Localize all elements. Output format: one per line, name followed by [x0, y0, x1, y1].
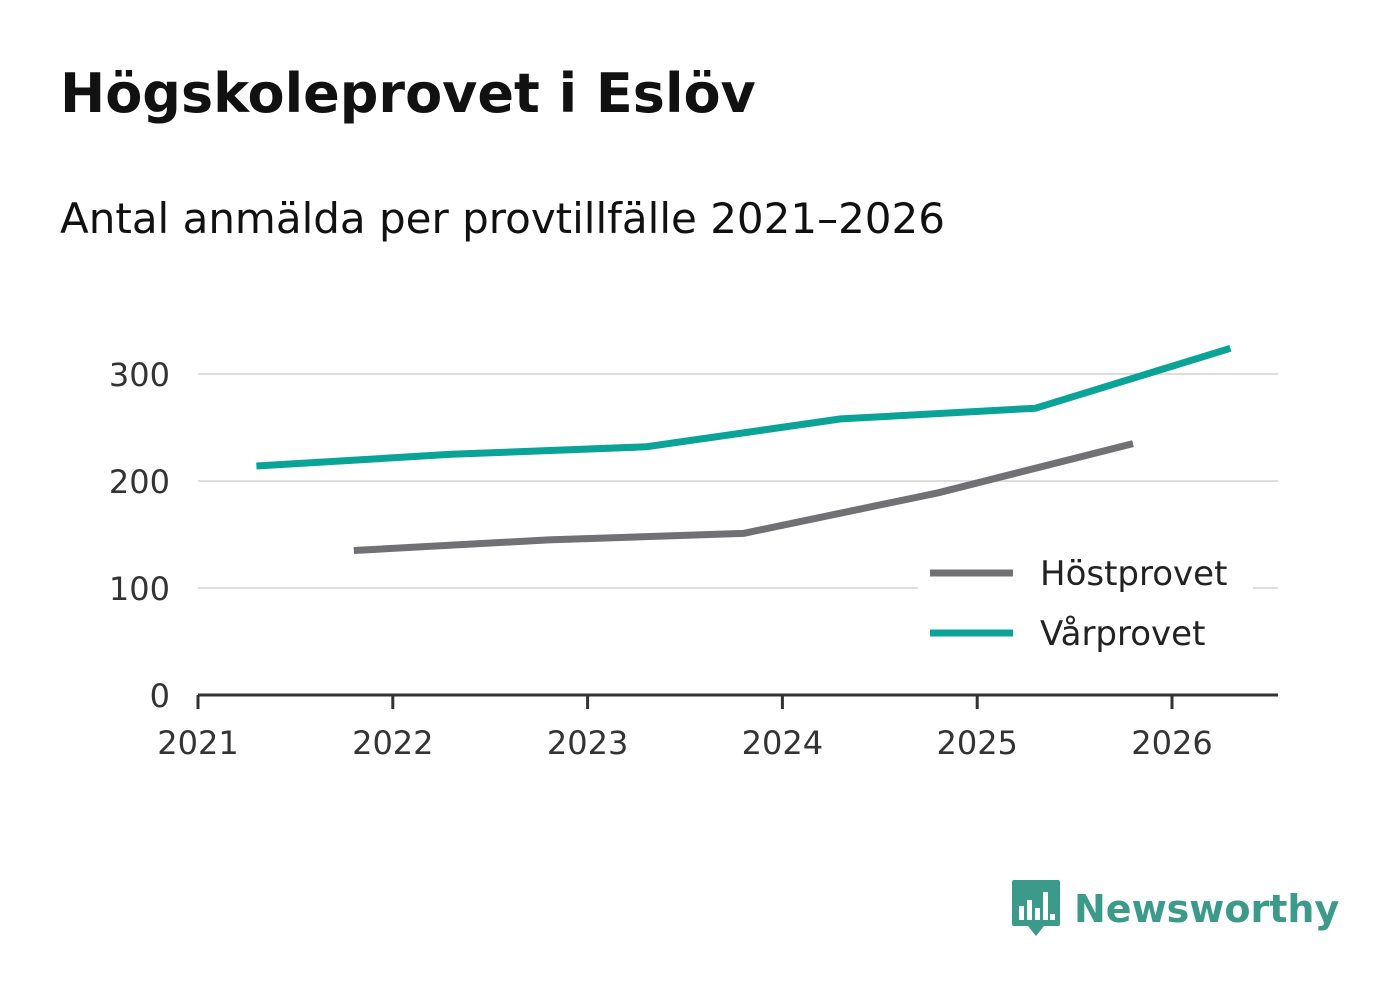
chart-subtitle: Antal anmälda per provtillfälle 2021–202… — [60, 194, 945, 243]
x-tick-label-2022: 2022 — [352, 724, 433, 762]
x-axis: 2021 2022 2023 2024 2025 2026 — [157, 693, 1278, 762]
brand-logo: Newsworthy — [1010, 878, 1339, 940]
y-tick-label-100: 100 — [109, 570, 170, 608]
x-tick-label-2023: 2023 — [547, 724, 628, 762]
chart-title: Högskoleprovet i Eslöv — [60, 62, 756, 125]
newsworthy-logo-icon — [1012, 880, 1060, 936]
x-tick-label-2021: 2021 — [157, 724, 238, 762]
legend-label-varprovet: Vårprovet — [1040, 614, 1205, 654]
y-tick-label-200: 200 — [109, 463, 170, 501]
y-tick-label-300: 300 — [109, 356, 170, 394]
series-lines — [256, 344, 1232, 554]
legend-background — [918, 545, 1253, 665]
x-tick-label-2025: 2025 — [936, 724, 1017, 762]
brand-name: Newsworthy — [1074, 887, 1340, 931]
legend: Höstprovet Vårprovet — [918, 545, 1253, 665]
legend-label-hostprovet: Höstprovet — [1040, 554, 1227, 594]
x-tick-label-2024: 2024 — [742, 724, 823, 762]
series-line-varprovet — [256, 344, 1232, 470]
y-axis-labels: 0 100 200 300 — [109, 356, 170, 715]
y-tick-label-0: 0 — [150, 677, 170, 715]
series-line-hostprovet — [353, 440, 1134, 554]
x-tick-label-2026: 2026 — [1131, 724, 1212, 762]
